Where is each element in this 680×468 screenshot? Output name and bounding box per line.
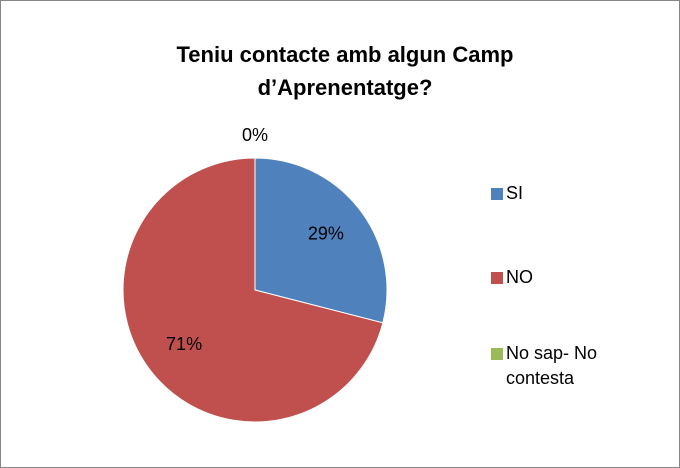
data-label: 0% (242, 125, 268, 145)
legend-swatch (491, 188, 503, 200)
pie-slice (254, 157, 388, 324)
legend-label: SI (506, 183, 524, 203)
legend-swatch (491, 348, 503, 360)
legend-swatch (491, 272, 503, 284)
pie-slice (122, 157, 384, 423)
chart-title: Teniu contacte amb algun Camp d’Aprenent… (176, 42, 514, 100)
data-label: 71% (166, 334, 202, 354)
legend-label: No sap- No contesta (506, 343, 598, 388)
data-label: 29% (308, 224, 344, 244)
legend-label: NO (506, 267, 533, 287)
